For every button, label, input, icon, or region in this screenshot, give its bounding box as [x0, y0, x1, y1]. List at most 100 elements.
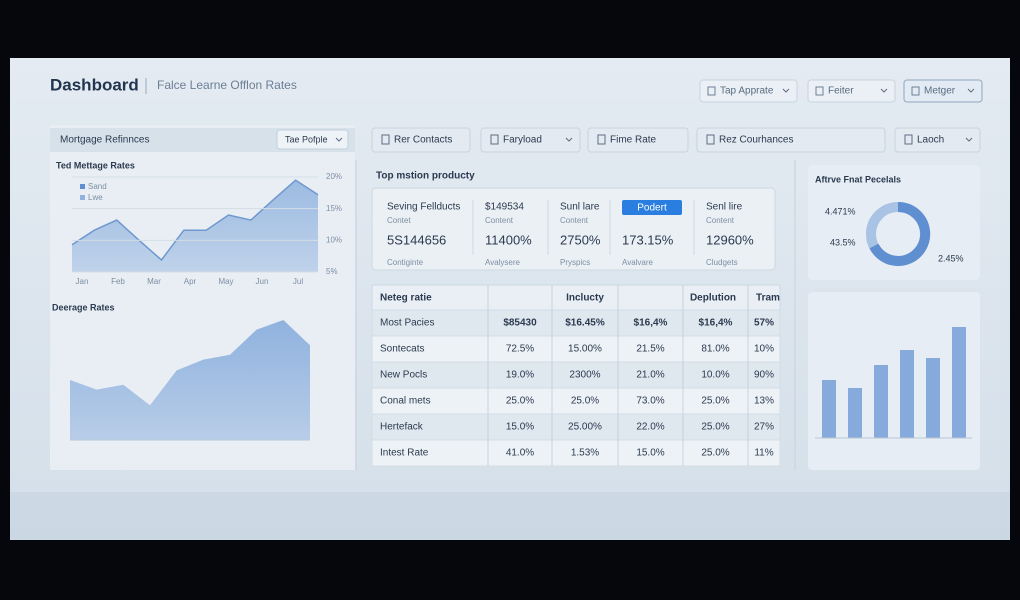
table-cell: Intest Rate — [380, 448, 429, 459]
chart-title: Ted Mettage Rates — [56, 160, 135, 170]
toolbar-button[interactable] — [480, 127, 581, 153]
table-cell: $16.45% — [565, 318, 605, 329]
summary-value: 12960% — [706, 232, 754, 247]
summary-foot: Avalysere — [485, 258, 521, 267]
table-cell: 15.0% — [636, 448, 664, 459]
x-tick-label: Jan — [76, 277, 89, 286]
table-header-cell: Tram — [756, 293, 780, 304]
toolbar-button[interactable] — [587, 127, 689, 153]
legend-label: Sand — [88, 182, 107, 191]
donut-card — [808, 165, 980, 280]
table-cell: 25.0% — [571, 396, 599, 407]
header-button-label: Tap Apprate — [720, 86, 774, 97]
header-button-label: Feiter — [828, 86, 854, 97]
toolbar-label: Rer Contacts — [394, 135, 452, 146]
table-header-cell: Deplution — [690, 293, 736, 304]
header-button-label: Metger — [924, 86, 956, 97]
table-cell: 81.0% — [701, 344, 729, 355]
table-cell: 72.5% — [506, 344, 534, 355]
x-tick-label: Feb — [111, 277, 125, 286]
table-cell: Most Pacies — [380, 318, 434, 329]
table-cell: 25.0% — [701, 396, 729, 407]
donut-label: 4.471% — [825, 206, 856, 216]
summary-label: Senl lire — [706, 202, 743, 213]
table-cell: 41.0% — [506, 448, 534, 459]
table-cell: 13% — [754, 396, 774, 407]
icon — [707, 86, 716, 96]
x-tick-label: Apr — [184, 277, 197, 286]
table-cell: 15.0% — [506, 422, 534, 433]
legend-swatch — [80, 184, 85, 189]
summary-value: 173.15% — [622, 232, 674, 247]
icon — [490, 134, 499, 145]
x-tick-label: Jul — [293, 277, 303, 286]
summary-sub: Content — [706, 216, 735, 225]
table-cell: 10.0% — [701, 370, 729, 381]
bar — [848, 388, 862, 438]
summary-foot: Contiginte — [387, 258, 424, 267]
chevron — [565, 137, 573, 142]
header-button[interactable] — [807, 79, 896, 103]
summary-foot: Pryspics — [560, 258, 590, 267]
area — [70, 320, 310, 440]
summary-button-label: Podert — [637, 203, 667, 214]
bar — [952, 327, 966, 438]
table-cell: 57% — [754, 318, 774, 329]
dropdown[interactable] — [276, 129, 349, 150]
y-tick-label: 20% — [326, 172, 342, 181]
summary-value: 5S144656 — [387, 232, 446, 247]
table-row — [371, 309, 781, 337]
table-row — [371, 439, 781, 467]
toolbar-label: Laoch — [917, 135, 944, 146]
table-cell: Hertefack — [380, 422, 424, 433]
table-cell: $16,4% — [634, 318, 668, 329]
donut-label: 2.45% — [938, 253, 964, 263]
donut-label: 43.5% — [830, 237, 856, 247]
header-button[interactable] — [699, 79, 798, 103]
table-cell: 27% — [754, 422, 774, 433]
bar — [874, 365, 888, 438]
y-tick-label: 5% — [326, 267, 338, 276]
icon — [904, 134, 913, 145]
bar — [926, 358, 940, 438]
legend-label: Lwe — [88, 193, 103, 202]
header-button[interactable] — [903, 79, 983, 103]
icon — [911, 86, 920, 96]
table-cell: 22.0% — [636, 422, 664, 433]
table-cell: $85430 — [503, 318, 537, 329]
page-title: Dashboard — [50, 75, 139, 94]
table-cell: 2300% — [569, 370, 600, 381]
toolbar-button[interactable] — [371, 127, 471, 153]
table-cell: 73.0% — [636, 396, 664, 407]
screen-bottom-glow — [10, 492, 1010, 540]
line — [71, 179, 319, 262]
chevron — [967, 88, 975, 93]
summary-title: Top mstion producty — [376, 171, 475, 182]
bar — [900, 350, 914, 438]
y-tick-label: 10% — [326, 235, 342, 244]
page-subtitle: Falce Learne Offlon Rates — [157, 78, 297, 92]
x-tick-label: May — [218, 277, 233, 286]
icon — [381, 134, 390, 145]
bar — [822, 380, 836, 438]
x-tick-label: Mar — [147, 277, 161, 286]
left-panel-title: Mortgage Refinnces — [60, 135, 150, 146]
toolbar-button[interactable] — [696, 127, 886, 153]
table-cell: 21.0% — [636, 370, 664, 381]
table-cell: 15.00% — [568, 344, 602, 355]
table-cell: 25.00% — [568, 422, 602, 433]
icon — [815, 86, 824, 96]
legend-swatch — [80, 195, 85, 200]
icon — [597, 134, 606, 145]
summary-foot: Cludgets — [706, 258, 738, 267]
chart-title: Deerage Rates — [52, 302, 115, 312]
summary-sub: Contet — [387, 216, 411, 225]
table-cell: 25.0% — [701, 422, 729, 433]
summary-button[interactable] — [622, 200, 682, 215]
toolbar-button[interactable] — [894, 127, 981, 153]
summary-label: Seving Fellducts — [387, 202, 460, 213]
toolbar-label: Rez Courhances — [719, 135, 793, 146]
table-cell: 11% — [754, 448, 773, 459]
